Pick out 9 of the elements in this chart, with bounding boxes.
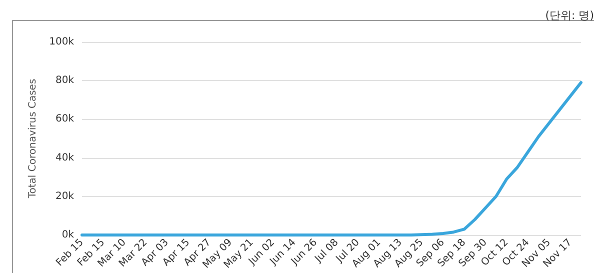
y-tick-label: 40k [55, 152, 74, 164]
text: (단위: 명) [545, 9, 594, 22]
y-axis-title: Total Coronavirus Cases [28, 78, 38, 200]
y-tick-label: 0k [62, 230, 74, 240]
line-series [80, 81, 582, 236]
y-tick-label: 20k [55, 190, 74, 202]
y-tick-label: 100k [49, 36, 74, 48]
y-tick-label: 60k [55, 114, 74, 125]
y-tick-label: 80k [55, 75, 74, 86]
